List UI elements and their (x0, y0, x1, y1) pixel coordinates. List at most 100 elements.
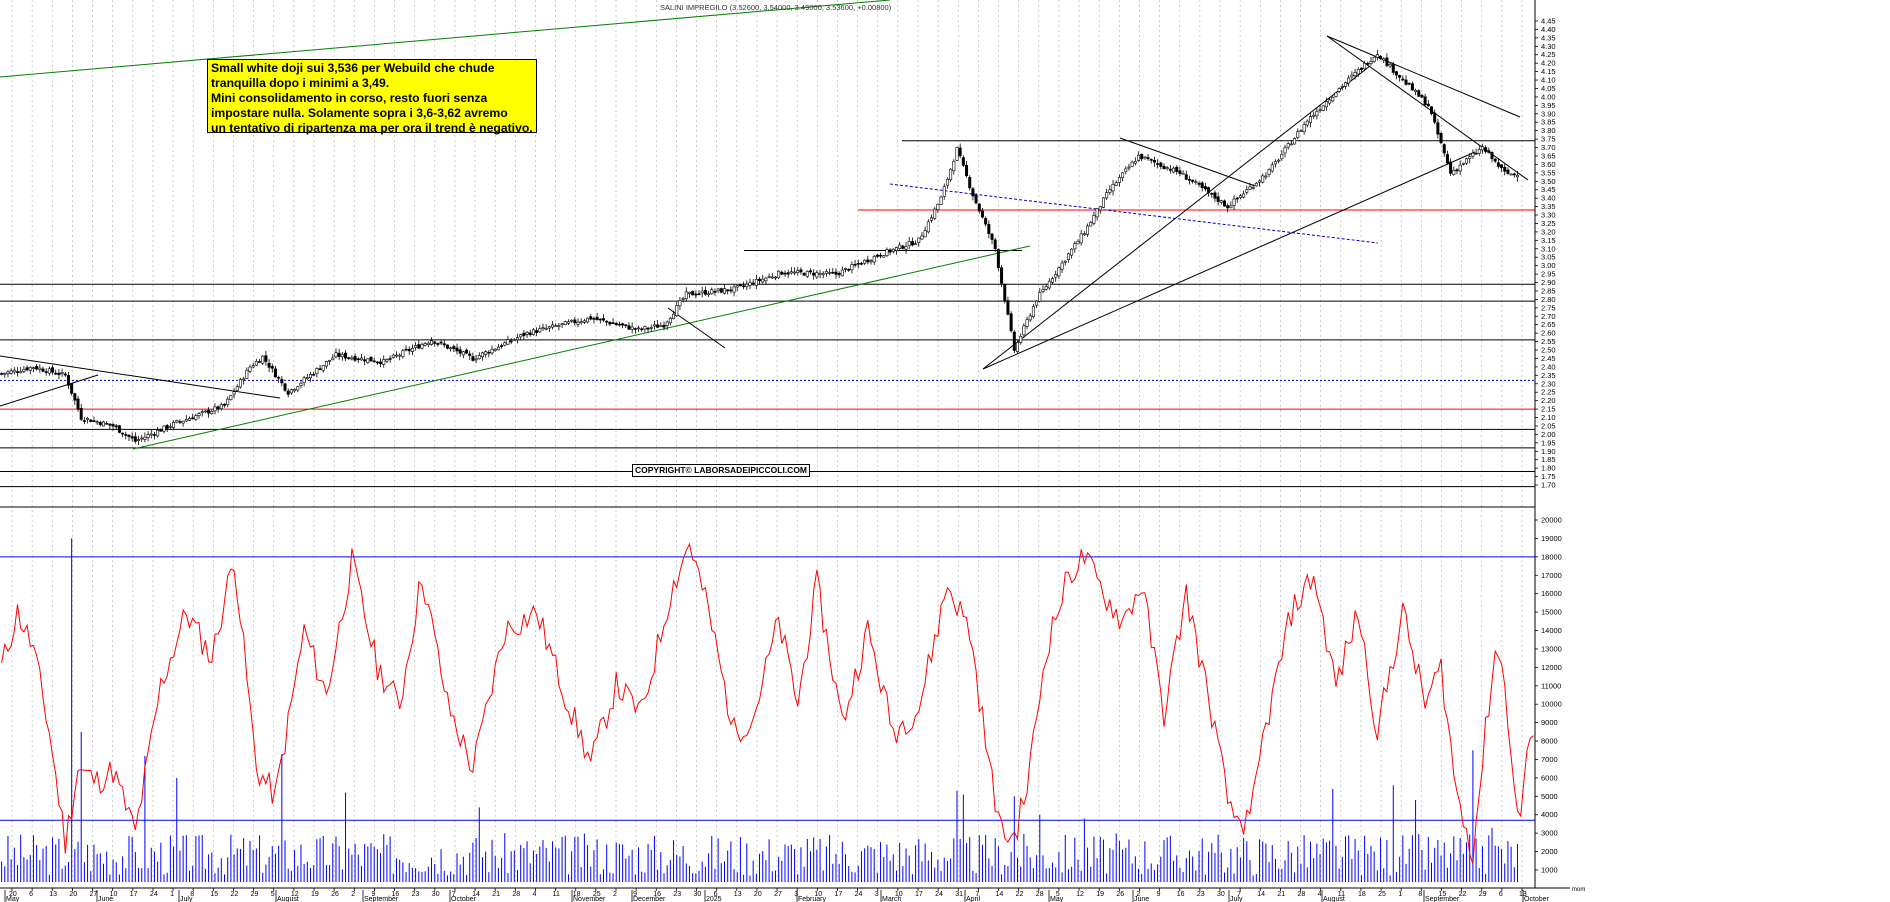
candle-body (1500, 164, 1504, 168)
x-tick-label: 29 (251, 891, 259, 898)
candle-body (1156, 163, 1160, 165)
candle-body (840, 269, 844, 277)
y-tick-label: 3.10 (1541, 244, 1556, 253)
y-tick-label: 2.20 (1541, 396, 1556, 405)
candle-body (238, 379, 242, 388)
candle-body (837, 272, 841, 276)
y-tick-label: 1.90 (1541, 447, 1556, 456)
candle-body (939, 196, 943, 205)
instrument-title: SALINI IMPREGILO (3.52600, 3.54000, 3.49… (660, 3, 892, 12)
candle-body (372, 360, 376, 363)
candle-body (1184, 174, 1188, 180)
candle-body (70, 383, 74, 394)
x-tick-label: 29 (1479, 891, 1487, 898)
candle-body (582, 320, 586, 323)
candle-body (1490, 151, 1494, 160)
candle-body (738, 284, 742, 287)
analysis-note: Small white doji sui 3,536 per Webuild c… (207, 59, 537, 135)
y-tick-label: 2.30 (1541, 379, 1556, 388)
candle-body (1404, 79, 1408, 85)
candle-body (487, 351, 491, 354)
candle-body (1305, 120, 1309, 126)
candle-body (433, 341, 437, 344)
trendline (1119, 137, 1256, 187)
candle-body (1410, 83, 1414, 91)
candle-body (1512, 173, 1516, 176)
x-tick-label: 30 (694, 891, 702, 898)
candle-body (808, 270, 812, 273)
candle-body (430, 340, 434, 345)
candle-body (700, 290, 704, 294)
candle-body (1063, 260, 1067, 263)
candle-body (1082, 233, 1086, 236)
candle-body (350, 357, 354, 360)
x-tick-label: 14 (472, 891, 480, 898)
candle-body (1280, 153, 1284, 160)
candle-body (1108, 189, 1112, 193)
y-tick-label: 1.75 (1541, 472, 1556, 481)
y-tick-label: 4.20 (1541, 59, 1556, 68)
candle-body (968, 176, 972, 189)
month-label: December (633, 896, 666, 902)
candle-body (754, 279, 758, 286)
candle-body (557, 325, 561, 327)
candle-body (1070, 248, 1074, 256)
x-tick-label: 13 (49, 891, 57, 898)
candle-body (1426, 103, 1430, 107)
candle-body (484, 351, 488, 355)
candle-body (1149, 159, 1153, 161)
candle-body (445, 344, 449, 349)
candlestick-series (0, 50, 1519, 446)
candle-body (1035, 300, 1039, 306)
candle-body (296, 386, 300, 391)
candle-body (340, 353, 344, 358)
candle-body (219, 404, 223, 410)
candle-body (184, 419, 188, 422)
x-tick-label: 21 (1277, 891, 1285, 898)
candle-body (1445, 154, 1449, 164)
candle-body (907, 241, 911, 247)
candle-body (328, 360, 332, 362)
x-tick-label: 24 (935, 891, 943, 898)
candle-body (1337, 88, 1341, 92)
candle-body (477, 355, 481, 360)
candle-body (133, 436, 137, 442)
y-tick-label: 4.00 (1541, 92, 1556, 101)
candle-body (844, 268, 848, 270)
candle-body (1353, 72, 1357, 77)
candle-body (687, 291, 691, 294)
candle-body (1496, 162, 1500, 167)
candle-body (1101, 197, 1105, 208)
candle-body (130, 436, 134, 439)
candle-body (86, 418, 90, 420)
candle-body (516, 337, 520, 341)
candle-body (1044, 286, 1048, 290)
x-tick-label: 10 (814, 891, 822, 898)
y-tick-label: 2000 (1541, 847, 1558, 856)
candle-body (63, 373, 67, 376)
candle-body (952, 161, 956, 172)
candle-body (547, 326, 551, 329)
candle-body (637, 327, 641, 330)
candle-body (1474, 152, 1478, 155)
candle-body (815, 272, 819, 278)
candle-body (114, 425, 118, 428)
candle-body (66, 375, 70, 386)
candle-body (465, 349, 469, 354)
candle-body (293, 389, 297, 392)
candle-body (1308, 116, 1312, 123)
y-tick-label: 2.35 (1541, 371, 1556, 380)
candle-body (563, 321, 567, 325)
candle-body (684, 291, 688, 300)
x-tick-label: 10 (110, 891, 118, 898)
candle-body (1273, 161, 1277, 165)
x-tick-label: 9 (371, 891, 375, 898)
candle-body (732, 286, 736, 293)
note-line: impostare nulla. Solamente sopra i 3,6-3… (211, 106, 508, 120)
candle-body (1022, 325, 1026, 336)
candle-body (394, 354, 398, 357)
month-label: March (882, 896, 902, 902)
y-tick-label: 1.95 (1541, 438, 1556, 447)
candle-body (993, 239, 997, 250)
uptrend-line (132, 245, 1031, 450)
